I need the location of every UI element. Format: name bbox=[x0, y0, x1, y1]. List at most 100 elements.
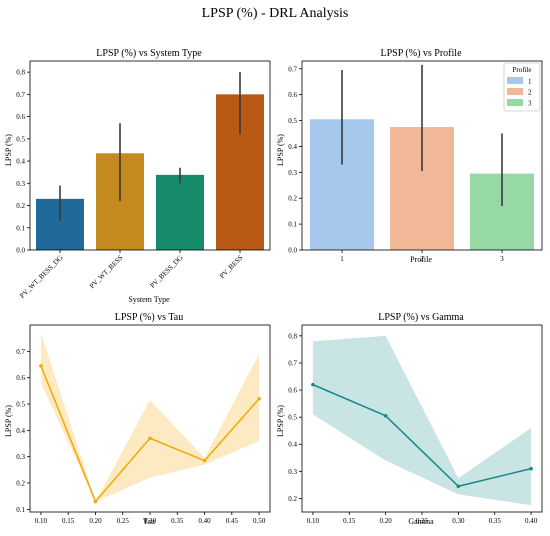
figure-title: LPSP (%) - DRL Analysis bbox=[202, 6, 349, 21]
y-tick-label: 0.7 bbox=[16, 91, 25, 99]
panel-title: LPSP (%) vs Profile bbox=[380, 48, 462, 59]
y-tick-label: 0.5 bbox=[16, 401, 25, 409]
x-axis-label: Tau bbox=[143, 517, 155, 526]
x-tick-label: 0.35 bbox=[171, 517, 184, 525]
data-point bbox=[93, 499, 98, 504]
plot-area: 1 2 3 0.0 0.1 0.2 0.3 0.4 0.5 0.6 0.7 Profile 1 2 3 bbox=[288, 60, 543, 263]
x-tick-label: 0.40 bbox=[198, 517, 211, 525]
data-point bbox=[39, 364, 43, 368]
data-point bbox=[456, 484, 461, 489]
y-tick-label: 0.3 bbox=[16, 180, 25, 188]
panel-tau: LPSP (%) vs Tau Tau LPSP (%) 0.10 0.15 0.2… bbox=[4, 312, 271, 526]
panel-profile: LPSP (%) vs Profile Profile LPSP (%) 1 2 3… bbox=[276, 48, 543, 264]
axes-frame bbox=[301, 60, 543, 251]
y-tick-label: 0.0 bbox=[288, 247, 297, 255]
y-tick-label: 0.6 bbox=[288, 91, 297, 99]
y-tick-label: 0.5 bbox=[288, 117, 297, 125]
y-tick-label: 0.1 bbox=[16, 224, 25, 232]
x-tick-label: 2 bbox=[420, 255, 424, 263]
confidence-band bbox=[40, 332, 260, 502]
x-tick-label: PV_BESS bbox=[218, 254, 244, 280]
x-axis-label: Profile bbox=[410, 255, 432, 264]
x-tick-label: 0.40 bbox=[525, 517, 538, 525]
data-point bbox=[383, 413, 388, 418]
y-tick-label: 0.1 bbox=[288, 221, 297, 229]
x-axis-label: Gamma bbox=[408, 517, 434, 526]
y-tick-label: 0.8 bbox=[288, 332, 297, 340]
panel-title: LPSP (%) vs Tau bbox=[115, 312, 183, 323]
plot-area: 0.10 0.15 0.20 0.25 0.30 0.35 0.40 0.2 0.3 0.4 0.5… bbox=[288, 324, 543, 525]
legend-label: 3 bbox=[528, 100, 532, 108]
y-tick-label: 0.2 bbox=[16, 480, 25, 488]
y-axis-label: LPSP (%) bbox=[4, 405, 13, 437]
y-tick-label: 0.6 bbox=[16, 113, 25, 121]
y-tick-label: 0.2 bbox=[288, 495, 297, 503]
x-tick-label: 0.20 bbox=[89, 517, 102, 525]
panel-title: LPSP (%) vs Gamma bbox=[378, 312, 464, 323]
panel-system-type: LPSP (%) vs System Type System Type LPSP… bbox=[4, 48, 271, 304]
x-tick-label: 0.15 bbox=[62, 517, 75, 525]
y-axis-label: LPSP (%) bbox=[276, 134, 285, 166]
y-tick-label: 0.6 bbox=[288, 387, 297, 395]
x-tick-label: PV_WT_BESS_DG bbox=[18, 254, 64, 300]
legend-label: 2 bbox=[528, 89, 532, 97]
legend-swatch bbox=[507, 77, 523, 84]
x-tick-label: 3 bbox=[500, 255, 504, 263]
legend-title: Profile bbox=[512, 66, 531, 74]
y-tick-label: 0.3 bbox=[288, 468, 297, 476]
axes-frame bbox=[29, 324, 271, 513]
plot-area: PV_WT_BESS_DG PV_WT_BESS PV_BESS_DG PV_BESS… bbox=[16, 60, 271, 300]
y-tick-label: 0.8 bbox=[16, 69, 25, 77]
x-tick-label: 0.45 bbox=[226, 517, 239, 525]
panel-gamma: LPSP (%) vs Gamma Gamma LPSP (%) 0.10 0.1… bbox=[276, 312, 543, 526]
x-tick-label: 0.20 bbox=[380, 517, 393, 525]
x-tick-label: PV_BESS_DG bbox=[148, 254, 184, 290]
y-tick-label: 0.7 bbox=[16, 348, 25, 356]
y-tick-label: 0.7 bbox=[288, 359, 297, 367]
axes-frame bbox=[301, 324, 543, 513]
y-tick-label: 0.4 bbox=[288, 143, 297, 151]
y-tick-label: 0.3 bbox=[16, 453, 25, 461]
y-tick-label: 0.5 bbox=[288, 414, 297, 422]
y-tick-label: 0.2 bbox=[288, 195, 297, 203]
x-tick-label: 1 bbox=[340, 255, 344, 263]
x-tick-label: 0.30 bbox=[452, 517, 465, 525]
x-tick-label: 0.10 bbox=[35, 517, 48, 525]
x-tick-label: 0.30 bbox=[144, 517, 157, 525]
x-tick-label: 0.25 bbox=[117, 517, 130, 525]
y-tick-label: 0.5 bbox=[16, 135, 25, 143]
y-tick-label: 0.6 bbox=[16, 374, 25, 382]
x-tick-label: 0.50 bbox=[253, 517, 266, 525]
plot-area: 0.10 0.15 0.20 0.25 0.30 0.35 0.40 0.45 0.50 0.1 0… bbox=[16, 324, 271, 525]
legend-label: 1 bbox=[528, 78, 532, 86]
y-tick-label: 0.7 bbox=[288, 65, 297, 73]
legend-swatch bbox=[507, 88, 523, 95]
axes-frame bbox=[29, 60, 271, 251]
confidence-band bbox=[312, 335, 532, 506]
x-axis-label: System Type bbox=[128, 295, 170, 304]
x-tick-label: PV_WT_BESS bbox=[88, 254, 125, 291]
series-line bbox=[312, 383, 532, 488]
x-tick-label: 0.15 bbox=[343, 517, 356, 525]
legend-swatch bbox=[507, 99, 523, 106]
panel-title: LPSP (%) vs System Type bbox=[96, 48, 202, 59]
data-point bbox=[202, 458, 207, 463]
y-tick-label: 0.4 bbox=[16, 158, 25, 166]
x-tick-label: 0.35 bbox=[489, 517, 502, 525]
data-point bbox=[311, 382, 315, 387]
y-tick-label: 0.4 bbox=[16, 427, 25, 435]
y-axis-label: LPSP (%) bbox=[276, 405, 285, 437]
y-tick-label: 0.1 bbox=[16, 506, 25, 514]
data-point bbox=[529, 466, 533, 471]
y-axis-label: LPSP (%) bbox=[4, 134, 13, 166]
x-tick-label: 0.25 bbox=[416, 517, 429, 525]
y-tick-label: 0.3 bbox=[288, 169, 297, 177]
y-tick-label: 0.4 bbox=[288, 441, 297, 449]
data-point bbox=[148, 436, 152, 441]
y-tick-label: 0.0 bbox=[16, 247, 25, 255]
bar bbox=[156, 174, 204, 250]
x-tick-label: 0.10 bbox=[307, 517, 320, 525]
y-tick-label: 0.2 bbox=[16, 202, 25, 210]
